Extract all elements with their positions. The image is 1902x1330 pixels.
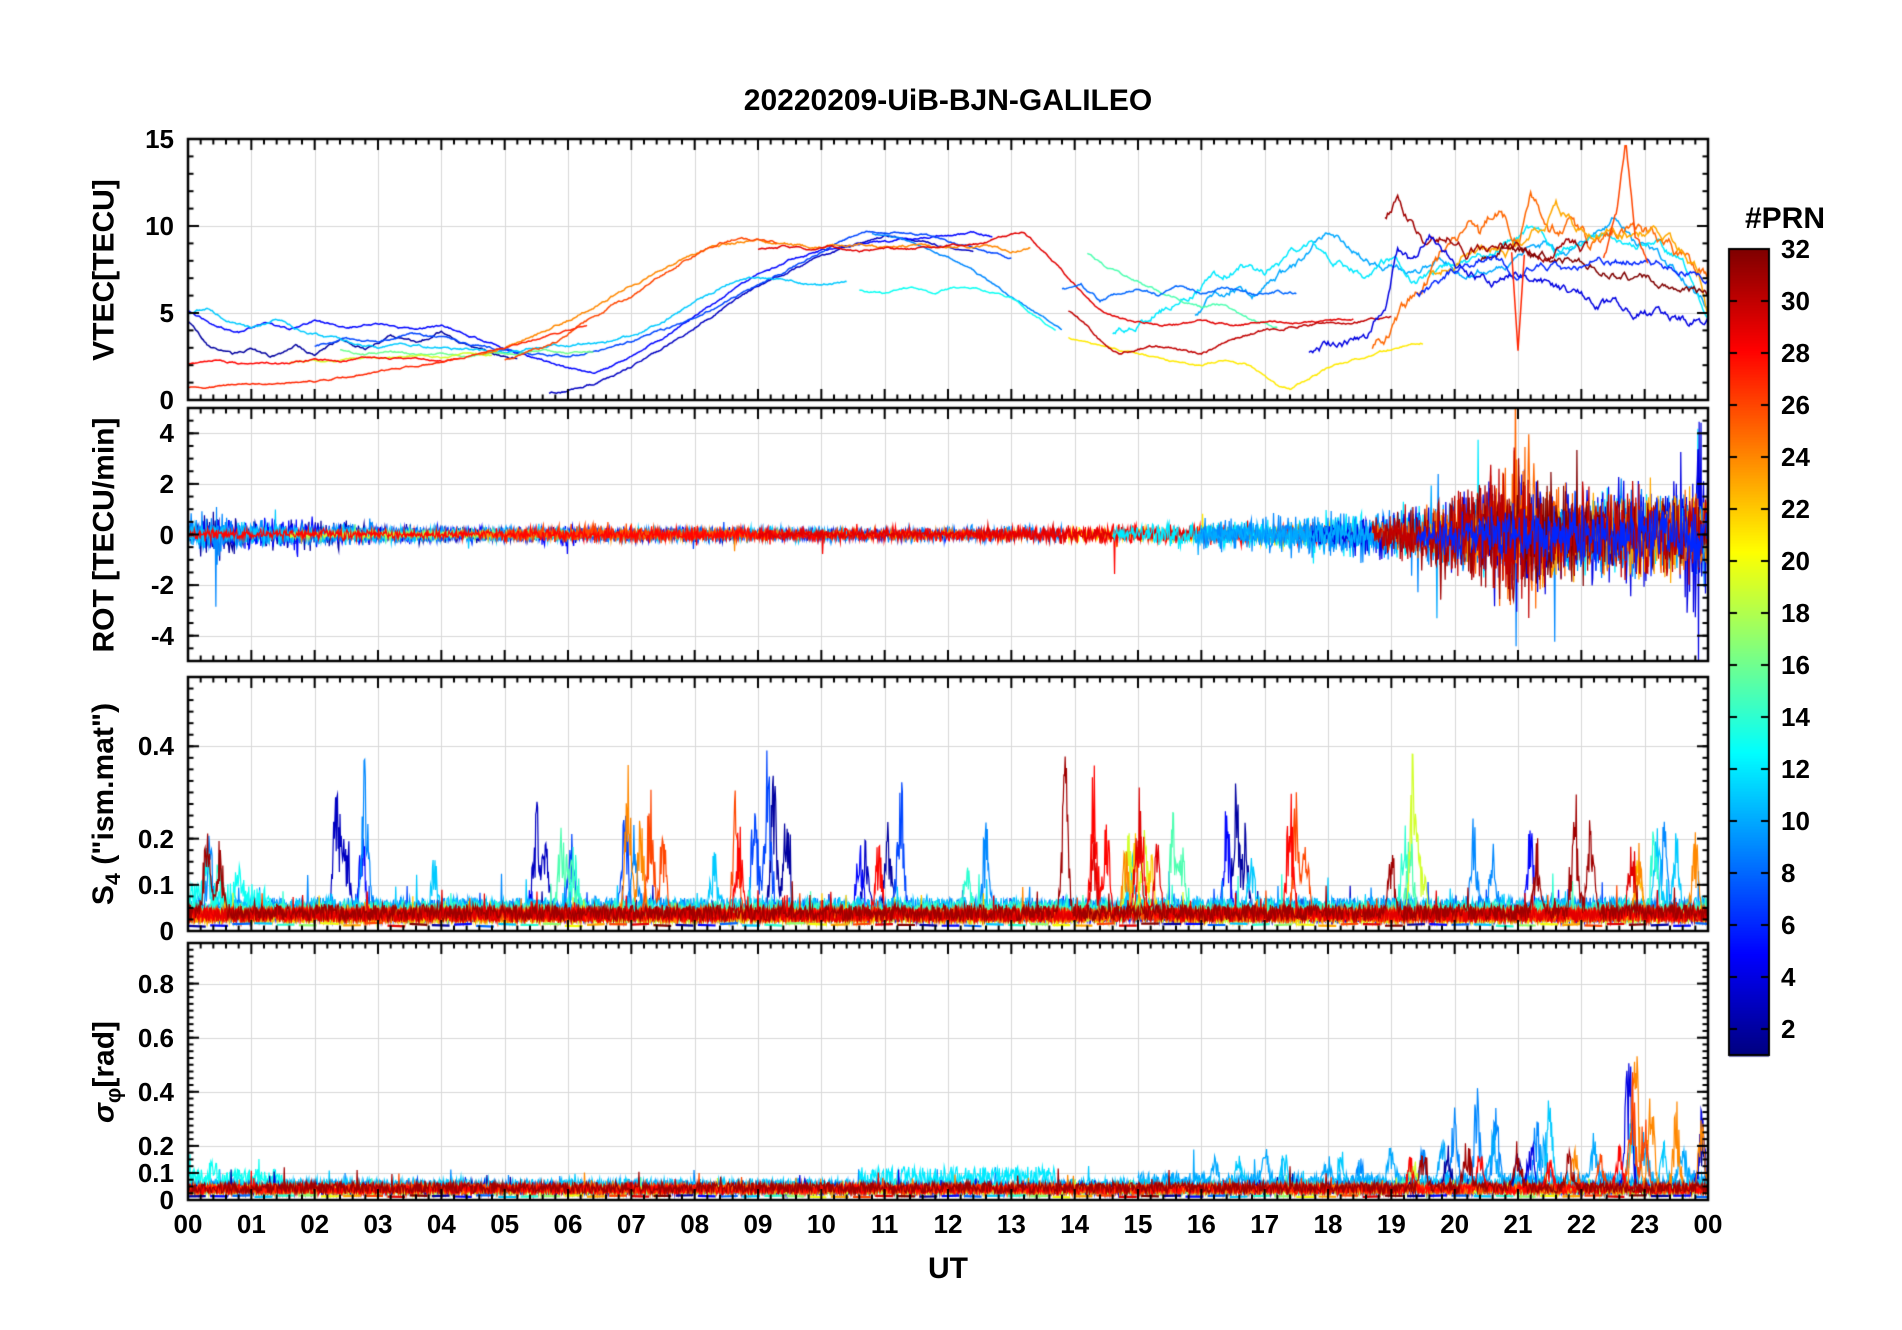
plot-canvas — [0, 0, 1902, 1330]
figure: 20220209-UiB-BJN-GALILEO UT #PRN VTEC[TE… — [0, 0, 1902, 1330]
